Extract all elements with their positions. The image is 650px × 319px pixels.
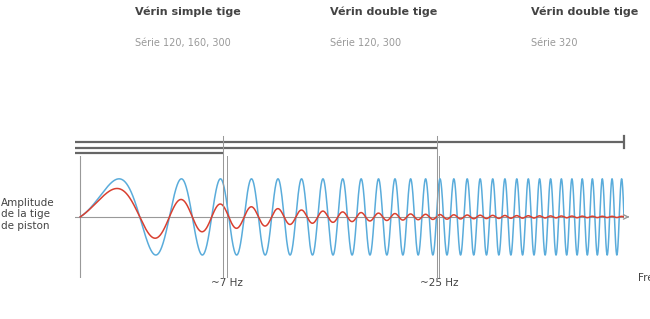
Text: Série 120, 160, 300: Série 120, 160, 300 [135, 38, 231, 48]
Text: Vérin simple tige: Vérin simple tige [135, 6, 241, 17]
Text: Fréquence: Fréquence [638, 272, 650, 283]
Text: ~25 Hz: ~25 Hz [420, 278, 458, 288]
Text: Série 120, 300: Série 120, 300 [330, 38, 401, 48]
Text: Série 320: Série 320 [530, 38, 577, 48]
Text: Amplitude
de la tige
de piston: Amplitude de la tige de piston [1, 198, 55, 231]
Text: Vérin double tige: Vérin double tige [330, 6, 437, 17]
Text: Vérin double tige: Vérin double tige [530, 6, 638, 17]
Text: ~7 Hz: ~7 Hz [211, 278, 243, 288]
